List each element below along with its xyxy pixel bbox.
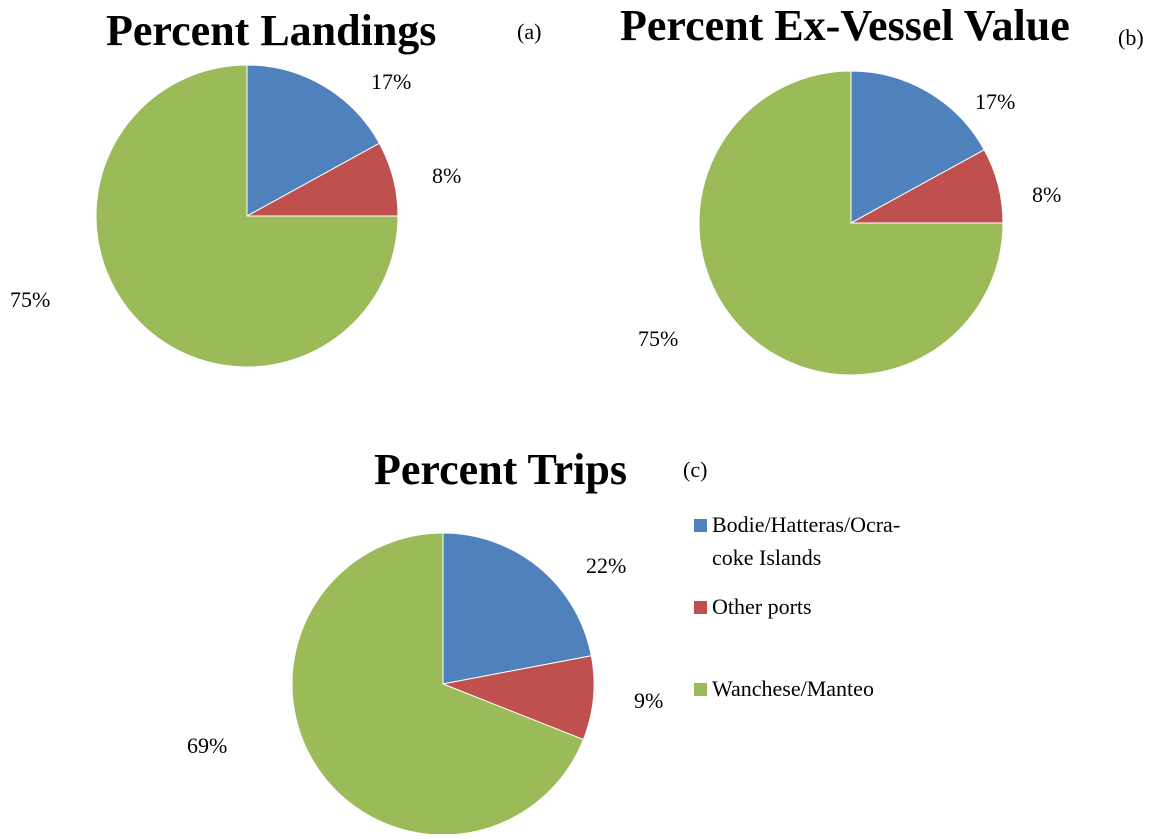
pct-label-value-bodie: 17%	[975, 89, 1015, 114]
pct-label-trips-wanchese: 69%	[187, 733, 227, 758]
pie-slice-other-ports	[441, 655, 595, 741]
pie-slice-bodie-hatteras-ocracoke-islands	[246, 64, 381, 217]
chart-title-landings: Percent Landings	[106, 6, 436, 55]
pie-trips	[291, 532, 595, 836]
pct-label-landings-wanchese: 75%	[10, 287, 50, 312]
legend-item-bodie: Bodie/Hatteras/Ocra- coke Islands	[694, 512, 900, 570]
legend: Bodie/Hatteras/Ocra- coke Islands Other …	[694, 512, 900, 701]
pie-slice-bodie-hatteras-ocracoke-islands	[442, 532, 592, 685]
pct-label-trips-bodie: 22%	[586, 553, 626, 578]
pie-slice-wanchese-manteo	[698, 70, 1004, 376]
legend-label-bodie-line2: coke Islands	[712, 545, 821, 570]
legend-label-wanchese: Wanchese/Manteo	[712, 676, 874, 701]
pie-slice-wanchese-manteo	[291, 532, 585, 836]
panel-tag-a: (a)	[517, 19, 541, 44]
pct-label-landings-bodie: 17%	[371, 69, 411, 94]
panel-tag-b: (b)	[1118, 25, 1144, 50]
legend-swatch-wanchese	[694, 683, 707, 696]
chart-ex-vessel-value: Percent Ex-Vessel Value (b) 17% 8% 75%	[620, 1, 1144, 376]
legend-item-wanchese: Wanchese/Manteo	[694, 676, 874, 701]
pie-slice-bodie-hatteras-ocracoke-islands	[850, 70, 985, 224]
pct-label-value-other: 8%	[1032, 182, 1061, 207]
chart-trips: Percent Trips (c) 22% 9% 69%	[187, 445, 707, 836]
legend-item-other: Other ports	[694, 594, 812, 619]
chart-title-ex-vessel-value: Percent Ex-Vessel Value	[620, 1, 1070, 50]
legend-label-other: Other ports	[712, 594, 812, 619]
legend-swatch-other	[694, 601, 707, 614]
chart-landings: Percent Landings (a) 17% 8% 75%	[10, 6, 541, 368]
legend-label-bodie-line1: Bodie/Hatteras/Ocra-	[712, 512, 900, 537]
panel-tag-c: (c)	[683, 457, 707, 482]
pct-label-trips-other: 9%	[634, 688, 663, 713]
pie-ex-vessel-value	[698, 70, 1004, 376]
pct-label-value-wanchese: 75%	[638, 326, 678, 351]
pct-label-landings-other: 8%	[432, 163, 461, 188]
pie-landings	[95, 64, 399, 368]
chart-title-trips: Percent Trips	[374, 445, 627, 494]
pie-slice-wanchese-manteo	[95, 64, 399, 368]
legend-swatch-bodie	[694, 519, 707, 532]
